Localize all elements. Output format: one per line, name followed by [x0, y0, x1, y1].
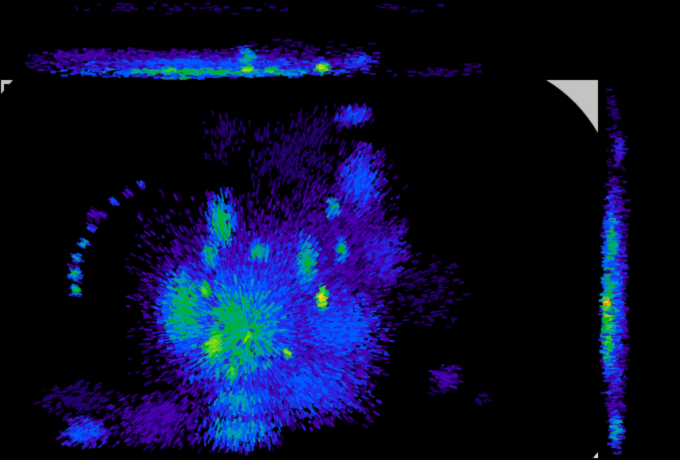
radar-composite-canvas: [0, 0, 680, 460]
radar-display: [0, 0, 680, 460]
